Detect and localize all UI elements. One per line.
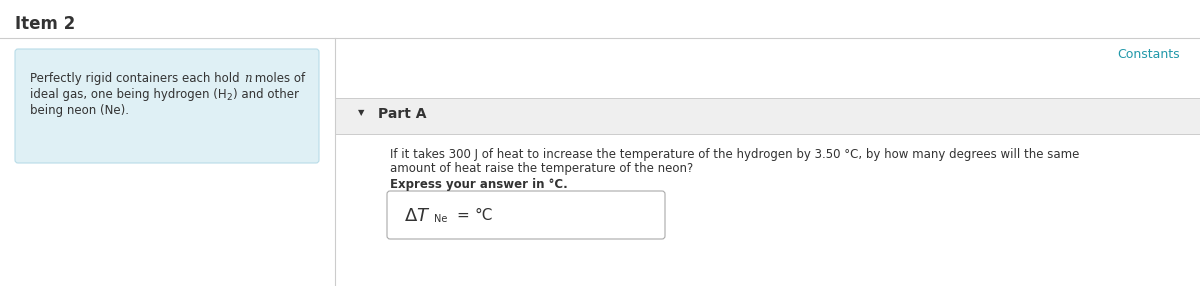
Text: If it takes 300 J of heat to increase the temperature of the hydrogen by 3.50 °C: If it takes 300 J of heat to increase th… xyxy=(390,148,1079,161)
Text: Ne: Ne xyxy=(434,214,448,224)
Text: Constants: Constants xyxy=(1117,48,1180,61)
Text: ▼: ▼ xyxy=(358,108,365,117)
Text: n: n xyxy=(244,72,252,85)
Text: 2: 2 xyxy=(226,93,232,102)
Text: Item 2: Item 2 xyxy=(14,15,76,33)
Text: °C: °C xyxy=(474,208,492,223)
Text: Perfectly rigid containers each hold: Perfectly rigid containers each hold xyxy=(30,72,244,85)
Text: $\Delta T$: $\Delta T$ xyxy=(404,207,431,225)
FancyBboxPatch shape xyxy=(386,191,665,239)
Text: Express your answer in °C.: Express your answer in °C. xyxy=(390,178,568,191)
Text: moles of: moles of xyxy=(251,72,305,85)
Text: =: = xyxy=(456,208,469,223)
FancyBboxPatch shape xyxy=(335,98,1200,134)
FancyBboxPatch shape xyxy=(14,49,319,163)
Text: ideal gas, one being hydrogen (H: ideal gas, one being hydrogen (H xyxy=(30,88,227,101)
Text: being neon (Ne).: being neon (Ne). xyxy=(30,104,130,117)
Text: amount of heat raise the temperature of the neon?: amount of heat raise the temperature of … xyxy=(390,162,694,175)
Text: Part A: Part A xyxy=(378,107,426,121)
Text: ) and other: ) and other xyxy=(233,88,299,101)
